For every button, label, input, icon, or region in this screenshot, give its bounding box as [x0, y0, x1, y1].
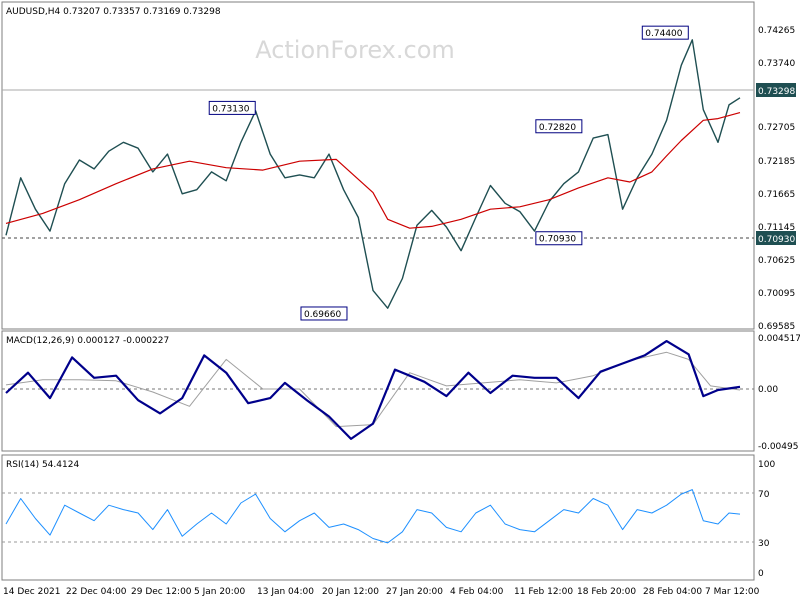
rsi-line: [5, 489, 741, 544]
rsi-tick: 100: [758, 460, 775, 470]
x-tick: 5 Jan 20:00: [194, 587, 246, 597]
support-tag-text: 0.70930: [758, 235, 795, 245]
x-tick: 18 Feb 20:00: [577, 587, 636, 597]
price-tag-text: 0.73298: [758, 87, 795, 97]
macd-signal-line: [5, 351, 741, 428]
symbol-line: AUDUSD,H4 0.73207 0.73357 0.73169 0.7329…: [6, 7, 221, 17]
price-tick: 0.73740: [758, 59, 795, 69]
price-tick: 0.74265: [758, 26, 795, 36]
rsi-panel-frame: [1, 454, 755, 581]
x-tick: 14 Dec 2021: [3, 587, 61, 597]
rsi-title: RSI(14) 54.4124: [6, 460, 79, 470]
price-tick: 0.71665: [758, 190, 795, 200]
watermark: ActionForex.com: [255, 36, 455, 64]
x-tick: 22 Dec 04:00: [66, 587, 127, 597]
macd-tick: -0.00495: [758, 442, 798, 452]
x-tick: 28 Feb 04:00: [643, 587, 702, 597]
x-tick: 27 Jan 20:00: [386, 587, 443, 597]
x-tick: 4 Feb 04:00: [450, 587, 504, 597]
price-series-group: [5, 39, 741, 309]
support-tag-box: [756, 231, 796, 245]
price-tick: 0.71145: [758, 223, 795, 233]
x-tick: 29 Dec 12:00: [131, 587, 192, 597]
price-tick: 0.70625: [758, 256, 795, 266]
annotation-box: [208, 100, 256, 115]
x-tick: 7 Mar 12:00: [705, 587, 760, 597]
moving-average-line: [5, 112, 741, 229]
macd-tick: 0.004517: [758, 334, 800, 344]
price-line: [5, 39, 741, 309]
annotation-label: 0.70930: [539, 235, 576, 245]
macd-tick: 0.00: [758, 385, 778, 395]
macd-series-group: [5, 340, 741, 440]
annotation-box: [641, 25, 689, 40]
price-tick: 0.69585: [758, 322, 795, 332]
annotation-box: [535, 231, 583, 246]
macd-panel-frame: [1, 330, 755, 452]
macd-title: MACD(12,26,9) 0.000127 -0.000227: [6, 336, 169, 346]
macd-line: [5, 340, 741, 440]
x-tick: 11 Feb 12:00: [514, 587, 573, 597]
annotation-group: 0.73130 0.69660 0.72820 0.70930 0.74400: [208, 25, 689, 321]
annotation-box: [300, 306, 348, 321]
price-panel-frame: [1, 1, 755, 330]
price-tick: 0.72185: [758, 157, 795, 167]
price-tick: 0.72705: [758, 123, 795, 133]
rsi-tick: 0: [758, 569, 764, 579]
rsi-tick: 70: [758, 490, 770, 500]
annotation-label: 0.69660: [304, 310, 341, 320]
rsi-tick: 30: [758, 539, 770, 549]
x-tick: 13 Jan 04:00: [257, 587, 314, 597]
annotation-label: 0.72820: [539, 123, 576, 133]
rsi-series-group: [5, 489, 741, 544]
annotation-label: 0.74400: [645, 29, 682, 39]
annotation-label: 0.73130: [212, 104, 249, 114]
price-tick: 0.70095: [758, 289, 795, 299]
annotation-box: [535, 119, 583, 134]
price-tag-box: [756, 83, 796, 97]
x-tick: 20 Jan 12:00: [322, 587, 379, 597]
